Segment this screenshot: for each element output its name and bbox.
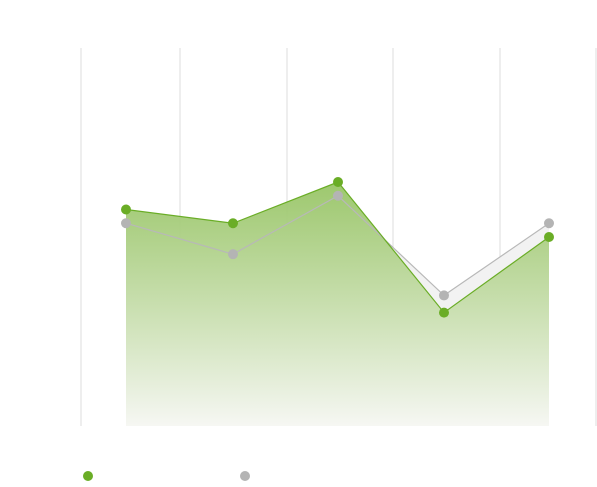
- point-series-2-3[interactable]: [333, 190, 343, 201]
- point-series-1-3[interactable]: [333, 177, 343, 188]
- legend-marker-series-2: [240, 471, 250, 481]
- legend-marker-series-1: [83, 471, 93, 481]
- point-series-2-1[interactable]: [121, 218, 131, 229]
- series-areas: [126, 182, 549, 426]
- area-series-1: [126, 182, 549, 426]
- point-series-2-2[interactable]: [228, 249, 238, 260]
- point-series-1-2[interactable]: [228, 218, 238, 229]
- legend-item-series-1[interactable]: [83, 468, 93, 484]
- point-series-2-5[interactable]: [544, 218, 554, 229]
- legend-item-series-2[interactable]: [240, 468, 250, 484]
- point-series-2-4[interactable]: [439, 290, 449, 301]
- point-series-1-5[interactable]: [544, 232, 554, 242]
- point-series-1-4[interactable]: [439, 307, 449, 318]
- series-points: [121, 177, 554, 318]
- point-series-1-1[interactable]: [121, 204, 131, 215]
